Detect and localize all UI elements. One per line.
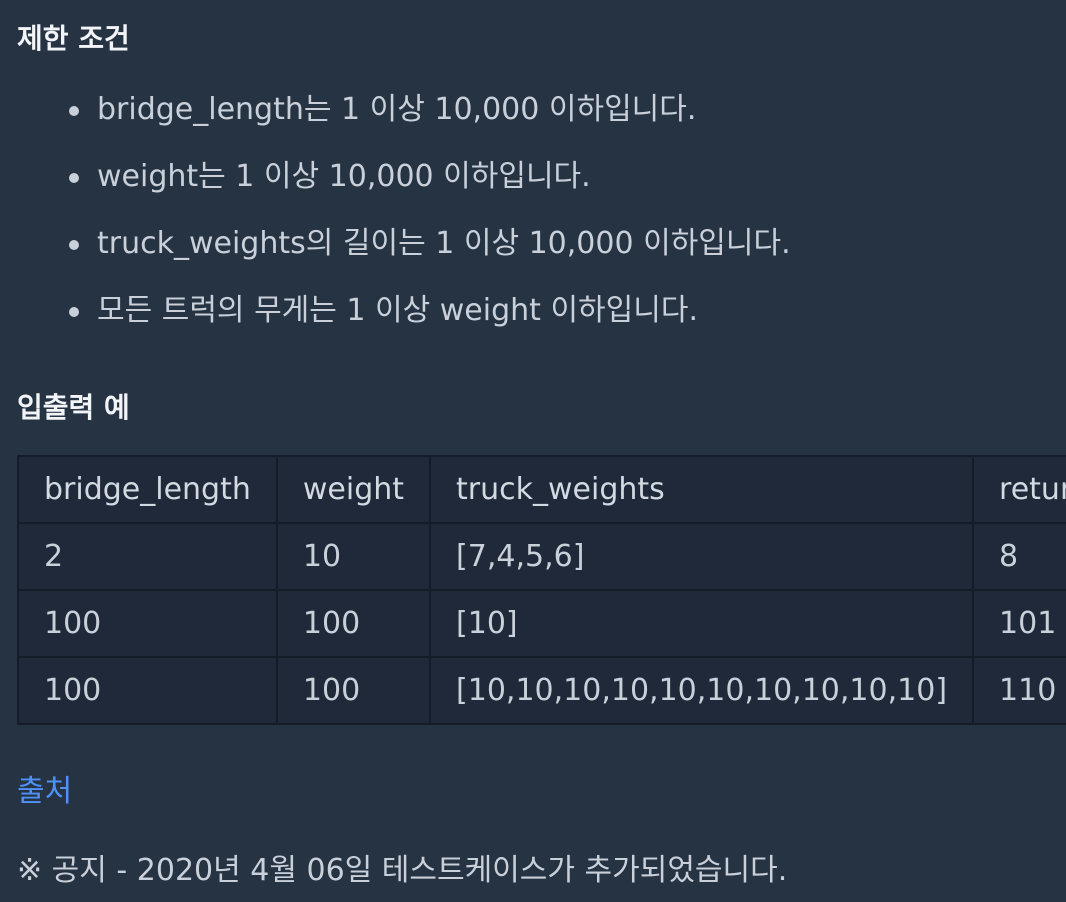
constraint-text: weight는 1 이상 10,000 이하입니다. [97, 159, 591, 194]
table-cell: 100 [17, 656, 278, 725]
constraints-list: bridge_length는 1 이상 10,000 이하입니다. weight… [17, 76, 791, 344]
examples-title: 입출력 예 [17, 391, 130, 424]
constraints-title: 제한 조건 [17, 22, 130, 55]
table-row: 100 100 [10] 101 [17, 589, 1066, 658]
table-cell: 100 [17, 589, 278, 658]
table-cell: 100 [275, 589, 432, 658]
table-cell: 2 [17, 522, 278, 591]
table-cell: [7,4,5,6] [429, 522, 975, 591]
constraint-text: bridge_length는 1 이상 10,000 이하입니다. [97, 92, 697, 127]
source-link[interactable]: 출처 [17, 774, 73, 809]
list-item: bridge_length는 1 이상 10,000 이하입니다. [17, 76, 791, 143]
examples-table: bridge_length weight truck_weights retur… [17, 455, 1066, 725]
column-header-bridge-length: bridge_length [17, 455, 278, 524]
column-header-truck-weights: truck_weights [429, 455, 975, 524]
notice-text: ※ 공지 - 2020년 4월 06일 테스트케이스가 추가되었습니다. [17, 853, 788, 888]
bullet-icon [69, 240, 79, 250]
constraint-text: truck_weights의 길이는 1 이상 10,000 이하입니다. [97, 226, 791, 261]
list-item: 모든 트럭의 무게는 1 이상 weight 이하입니다. [17, 277, 791, 344]
table-row: 100 100 [10,10,10,10,10,10,10,10,10,10] … [17, 656, 1066, 725]
bullet-icon [69, 173, 79, 183]
table-row: 2 10 [7,4,5,6] 8 [17, 522, 1066, 591]
column-header-weight: weight [275, 455, 432, 524]
bullet-icon [69, 307, 79, 317]
constraint-text: 모든 트럭의 무게는 1 이상 weight 이하입니다. [97, 293, 698, 328]
table-cell: 101 [972, 589, 1066, 658]
column-header-return: return [972, 455, 1066, 524]
table-cell: 10 [275, 522, 432, 591]
table-cell: 100 [275, 656, 432, 725]
table-cell: [10,10,10,10,10,10,10,10,10,10] [429, 656, 975, 725]
list-item: truck_weights의 길이는 1 이상 10,000 이하입니다. [17, 210, 791, 277]
bullet-icon [69, 106, 79, 116]
table-cell: 8 [972, 522, 1066, 591]
table-cell: 110 [972, 656, 1066, 725]
table-header-row: bridge_length weight truck_weights retur… [17, 455, 1066, 524]
list-item: weight는 1 이상 10,000 이하입니다. [17, 143, 791, 210]
table-cell: [10] [429, 589, 975, 658]
